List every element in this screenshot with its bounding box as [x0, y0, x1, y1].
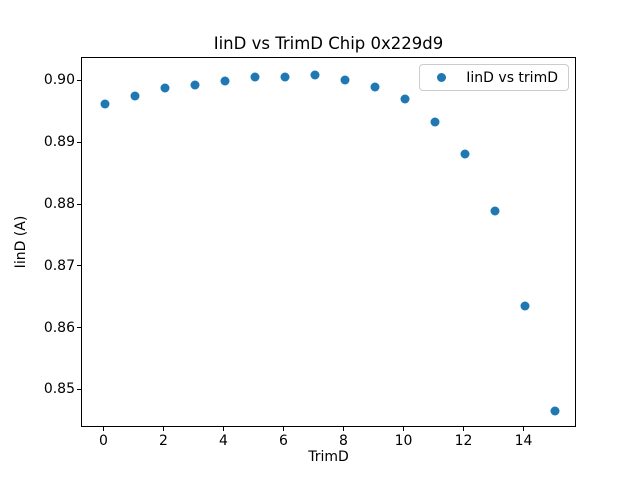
data-point [370, 82, 379, 92]
data-point [490, 206, 499, 216]
x-tick-mark [343, 427, 344, 431]
y-tick-label: 0.90 [43, 72, 75, 89]
data-point [310, 70, 319, 80]
x-tick-label: 2 [159, 433, 168, 449]
x-tick-mark [463, 427, 464, 431]
x-tick-label: 10 [394, 433, 413, 449]
y-tick-label: 0.89 [43, 134, 75, 151]
plot-area: IinD vs trimD [81, 57, 576, 427]
data-point [460, 149, 469, 159]
data-point [130, 91, 139, 101]
x-tick-mark [103, 427, 104, 431]
x-tick-mark [163, 427, 164, 431]
data-point [550, 406, 559, 416]
y-tick-mark [77, 327, 81, 329]
x-tick-mark [223, 427, 224, 431]
x-tick-label: 8 [339, 433, 348, 449]
x-tick-label: 0 [99, 433, 108, 449]
x-tick-label: 4 [219, 433, 228, 449]
data-point [190, 80, 199, 90]
y-tick-mark [77, 265, 81, 267]
legend: IinD vs trimD [419, 64, 569, 91]
data-point [100, 99, 109, 109]
legend-label: IinD vs trimD [466, 69, 558, 86]
chart-title: IinD vs TrimD Chip 0x229d9 [213, 34, 444, 53]
data-point [250, 72, 259, 82]
data-point [400, 94, 409, 104]
data-point [220, 76, 229, 86]
x-tick-label: 6 [279, 433, 288, 449]
y-tick-mark [77, 79, 81, 81]
legend-marker-dot [437, 73, 447, 82]
y-tick-mark [77, 141, 81, 143]
y-tick-mark [77, 203, 81, 205]
data-point [340, 75, 349, 85]
y-tick-label: 0.85 [43, 381, 75, 398]
y-axis-label: IinD (A) [13, 215, 29, 269]
x-tick-mark [523, 427, 524, 431]
x-axis-label: TrimD [308, 449, 349, 465]
data-point [160, 83, 169, 93]
data-point [280, 72, 289, 82]
x-tick-mark [403, 427, 404, 431]
y-tick-mark [77, 388, 81, 390]
y-tick-label: 0.87 [43, 257, 75, 274]
data-point [520, 301, 529, 311]
y-tick-label: 0.88 [43, 196, 75, 212]
y-tick-label: 0.86 [43, 319, 75, 336]
data-point [430, 117, 439, 127]
x-tick-mark [283, 427, 284, 431]
x-tick-label: 12 [454, 433, 473, 449]
scatter-points-layer [82, 58, 575, 426]
x-tick-label: 14 [514, 433, 533, 449]
